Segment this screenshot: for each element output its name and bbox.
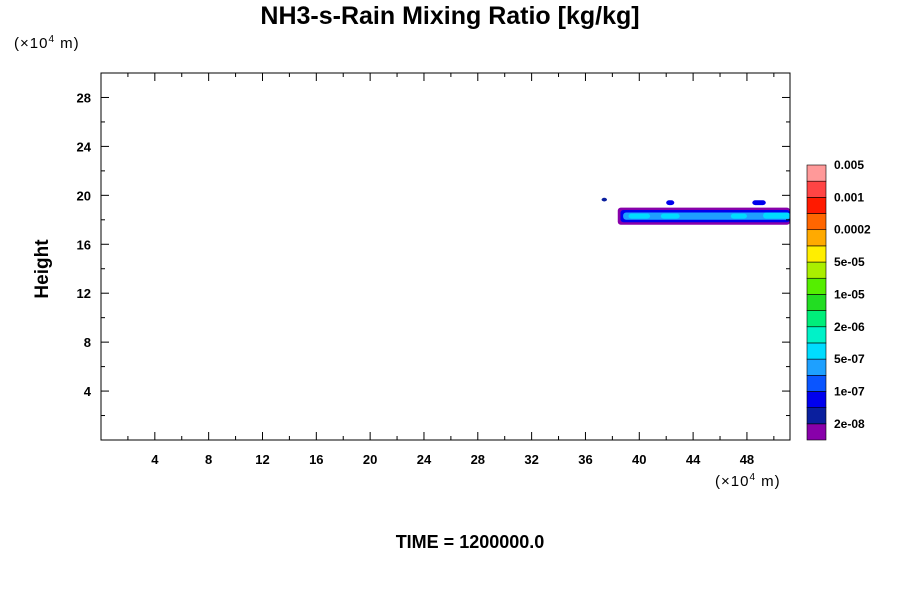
plot-frame <box>100 72 791 441</box>
x-unit-label: (×104 m) <box>715 472 781 490</box>
colorbar-swatch <box>806 229 827 247</box>
colorbar-swatch <box>806 358 827 376</box>
colorbar-swatch <box>806 180 827 198</box>
time-label: TIME = 1200000.0 <box>395 532 545 552</box>
data-region <box>601 197 607 202</box>
data-region <box>628 213 651 219</box>
colorbar-label: 5e-07 <box>834 352 865 366</box>
x-unit-exponent: 4 <box>749 472 757 483</box>
data-region <box>666 200 675 206</box>
colorbar-swatch <box>806 374 827 392</box>
colorbar-label: 1e-07 <box>834 384 865 398</box>
x-tick-label: 48 <box>740 452 754 467</box>
x-tick-label: 44 <box>686 452 701 467</box>
x-tick-label: 8 <box>205 452 212 467</box>
colorbar-swatch <box>806 261 827 279</box>
colorbar-swatch <box>806 407 827 425</box>
y-unit-suffix: m) <box>55 35 80 52</box>
colorbar-swatch <box>806 294 827 311</box>
colorbar-swatch <box>806 310 827 328</box>
y-tick-label: 4 <box>84 384 92 399</box>
x-tick-label: 20 <box>363 452 377 467</box>
colorbar-label: 0.001 <box>834 190 864 204</box>
y-unit-prefix: (×10 <box>14 35 49 52</box>
colorbar-label: 5e-05 <box>834 255 865 269</box>
x-tick-label: 28 <box>471 452 485 467</box>
x-unit-suffix: m) <box>756 473 781 490</box>
x-unit-prefix: (×10 <box>715 473 750 490</box>
colorbar-swatch <box>806 326 827 344</box>
y-tick-label: 16 <box>77 237 91 252</box>
y-tick-label: 20 <box>77 188 91 203</box>
colorbar-label: 2e-06 <box>834 320 865 334</box>
colorbar-label: 0.0002 <box>834 223 871 237</box>
colorbar-swatch <box>806 245 827 263</box>
x-tick-label: 4 <box>151 452 159 467</box>
colorbar-swatch <box>806 277 827 295</box>
colorbar-swatch <box>806 197 827 214</box>
y-tick-label: 8 <box>84 335 91 350</box>
x-tick-label: 12 <box>255 452 269 467</box>
colorbar-swatch <box>806 164 827 182</box>
y-unit-exponent: 4 <box>48 34 56 45</box>
y-unit-label: (×104 m) <box>14 34 80 52</box>
data-region <box>730 213 747 219</box>
colorbar-swatch <box>806 423 827 441</box>
colorbar-swatch <box>806 342 827 360</box>
data-region <box>763 212 790 219</box>
colorbar-swatch <box>806 391 827 408</box>
y-tick-label: 12 <box>77 286 91 301</box>
x-tick-label: 24 <box>417 452 432 467</box>
y-tick-label: 24 <box>77 139 92 154</box>
colorbar-label: 0.005 <box>834 158 864 172</box>
data-region <box>752 200 766 206</box>
chart-title: NH3-s-Rain Mixing Ratio [kg/kg] <box>260 2 640 30</box>
colorbar-label: 2e-08 <box>834 417 865 431</box>
y-tick-label: 28 <box>77 90 91 105</box>
x-tick-label: 32 <box>524 452 538 467</box>
colorbar-swatch <box>806 213 827 231</box>
plot-background <box>101 73 790 440</box>
x-tick-label: 16 <box>309 452 323 467</box>
colorbar-label: 1e-05 <box>834 287 865 301</box>
x-tick-label: 36 <box>578 452 592 467</box>
data-region <box>660 213 680 219</box>
x-tick-label: 40 <box>632 452 646 467</box>
